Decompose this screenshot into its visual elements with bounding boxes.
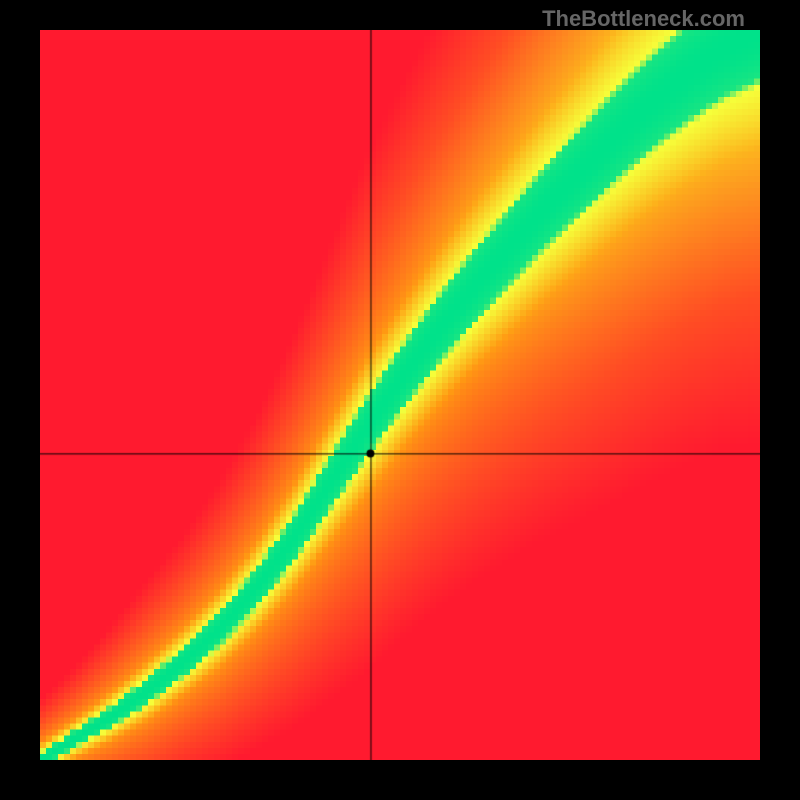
watermark-label: TheBottleneck.com bbox=[542, 6, 745, 32]
crosshair-overlay bbox=[40, 30, 760, 760]
